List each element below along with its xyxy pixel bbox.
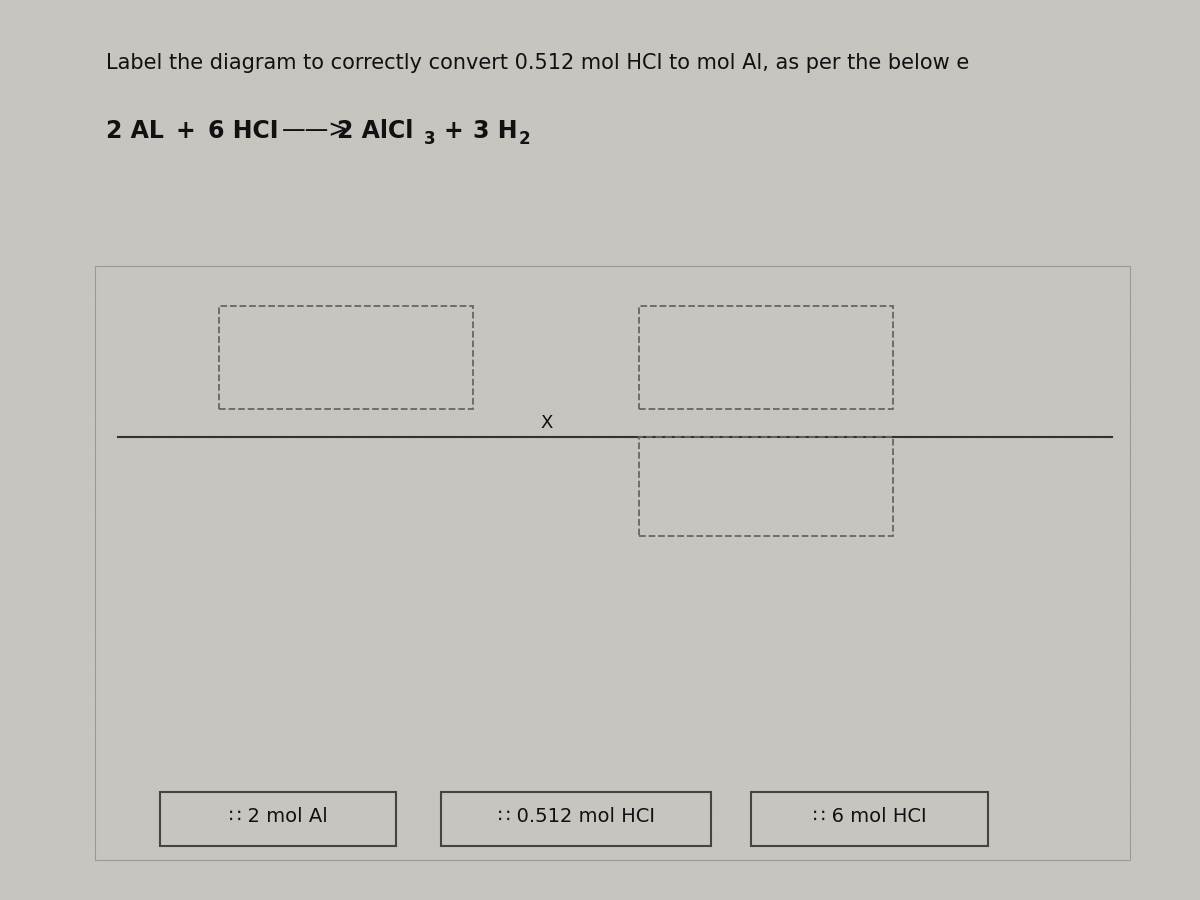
Bar bbox=[751, 792, 988, 846]
Text: 2 AL: 2 AL bbox=[107, 119, 164, 142]
Text: +: + bbox=[175, 119, 194, 142]
Bar bbox=[95, 266, 1130, 859]
Text: ∷ 0.512 mol HCI: ∷ 0.512 mol HCI bbox=[498, 806, 655, 826]
Text: 3 H: 3 H bbox=[473, 119, 517, 142]
Text: ∷ 2 mol Al: ∷ 2 mol Al bbox=[229, 806, 328, 826]
Text: +: + bbox=[444, 119, 463, 142]
Bar bbox=[160, 792, 396, 846]
Text: 2 AlCl: 2 AlCl bbox=[337, 119, 414, 142]
Text: X: X bbox=[541, 414, 553, 432]
Text: ∷ 6 mol HCI: ∷ 6 mol HCI bbox=[812, 806, 926, 826]
Bar bbox=[442, 792, 712, 846]
Text: ——>: ——> bbox=[282, 119, 349, 142]
Bar bbox=[638, 436, 893, 536]
Text: 3: 3 bbox=[424, 130, 436, 148]
Bar bbox=[638, 306, 893, 410]
Text: 2: 2 bbox=[518, 130, 530, 148]
Text: Label the diagram to correctly convert 0.512 mol HCI to mol Al, as per the below: Label the diagram to correctly convert 0… bbox=[107, 53, 970, 73]
Bar bbox=[218, 306, 473, 410]
Text: 6 HCI: 6 HCI bbox=[209, 119, 278, 142]
